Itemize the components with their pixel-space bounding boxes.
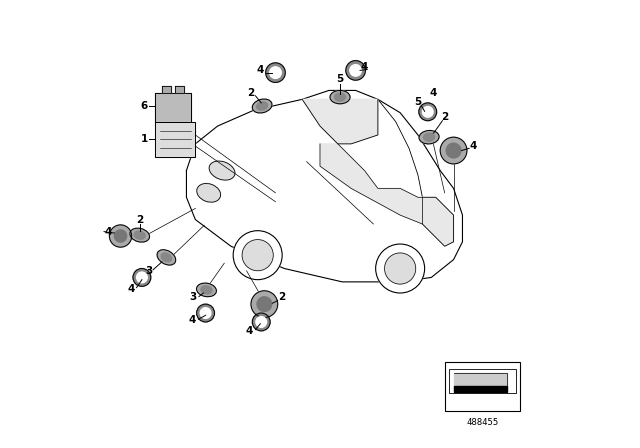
Text: 4: 4 [246,326,253,336]
Circle shape [251,291,278,318]
Ellipse shape [196,184,221,202]
Circle shape [385,253,416,284]
Circle shape [376,244,424,293]
Ellipse shape [419,130,439,144]
Circle shape [346,60,365,80]
Circle shape [269,67,281,78]
Ellipse shape [257,102,268,110]
Ellipse shape [209,161,235,180]
Polygon shape [454,386,507,392]
Text: 5: 5 [337,74,344,84]
Ellipse shape [130,228,150,242]
Polygon shape [175,86,184,93]
Ellipse shape [330,90,350,104]
Text: 5: 5 [414,97,422,107]
Ellipse shape [252,99,272,113]
Ellipse shape [196,283,216,297]
Text: 488455: 488455 [467,418,499,426]
Circle shape [242,240,273,271]
Polygon shape [186,90,463,282]
Polygon shape [162,86,171,93]
Polygon shape [302,99,378,144]
Text: 4: 4 [430,88,437,98]
Text: 4: 4 [105,227,112,237]
Text: 4: 4 [470,141,477,151]
Circle shape [196,304,214,322]
Circle shape [133,268,151,286]
Polygon shape [454,373,507,389]
Circle shape [115,230,127,242]
Ellipse shape [424,133,435,141]
Circle shape [446,143,461,158]
Circle shape [419,103,436,121]
FancyBboxPatch shape [445,362,520,411]
Circle shape [350,65,362,76]
Ellipse shape [161,253,172,262]
Circle shape [109,225,132,247]
Text: 4: 4 [256,65,264,75]
Circle shape [440,137,467,164]
Ellipse shape [157,250,176,265]
Text: 2: 2 [441,112,448,122]
Polygon shape [320,144,422,224]
Ellipse shape [134,231,145,239]
Circle shape [266,63,285,82]
Text: 3: 3 [189,293,196,302]
Text: 4: 4 [361,62,368,72]
Circle shape [136,272,147,283]
Text: 2: 2 [136,215,143,224]
Ellipse shape [201,286,212,294]
Text: 1: 1 [141,134,148,144]
Circle shape [256,317,267,327]
Ellipse shape [335,93,346,101]
Circle shape [252,313,270,331]
Polygon shape [156,121,195,157]
FancyBboxPatch shape [449,369,516,393]
Text: 6: 6 [141,101,148,111]
Text: 3: 3 [145,266,152,276]
Text: 4: 4 [189,315,196,325]
Polygon shape [156,93,191,121]
Text: 2: 2 [278,293,286,302]
Text: 4: 4 [127,284,134,293]
Circle shape [200,308,211,319]
Circle shape [422,107,433,117]
Polygon shape [422,197,454,246]
Circle shape [233,231,282,280]
Circle shape [257,297,272,311]
Text: 2: 2 [248,88,255,98]
